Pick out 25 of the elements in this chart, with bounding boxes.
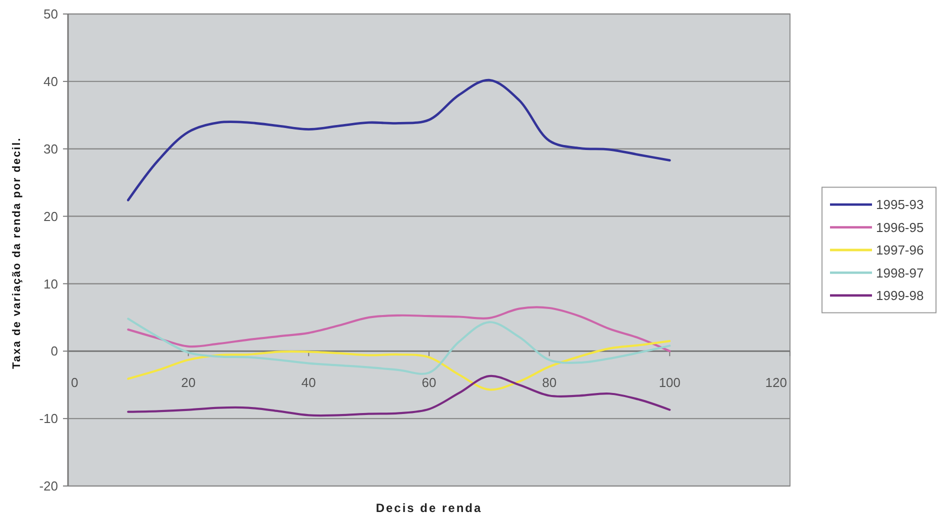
y-tick-label: 50 xyxy=(44,6,58,22)
legend-label: 1998-97 xyxy=(876,265,924,280)
legend-label: 1995-93 xyxy=(876,197,924,212)
y-tick-label: 20 xyxy=(44,208,58,224)
legend-label: 1997-96 xyxy=(876,242,924,258)
x-tick-label: 0 xyxy=(71,375,78,390)
line-series xyxy=(127,306,671,352)
x-tick-label: 40 xyxy=(301,375,316,390)
y-tick-label: 30 xyxy=(44,141,58,156)
legend-label: 1996-95 xyxy=(876,220,924,235)
y-tick-label: 10 xyxy=(44,276,58,292)
y-tick-label: 0 xyxy=(50,344,58,359)
x-tick-label: 120 xyxy=(765,375,787,390)
line-series xyxy=(126,78,671,202)
x-tick-label: 80 xyxy=(542,375,557,390)
y-tick-label: 40 xyxy=(44,74,58,89)
x-axis-title: Decis de renda xyxy=(376,501,482,515)
x-tick-label: 60 xyxy=(422,375,436,390)
y-axis-title: Taxa de variação da renda por decil. xyxy=(11,137,23,369)
x-tick-label: 100 xyxy=(658,375,681,390)
x-tick-label: 20 xyxy=(181,375,196,390)
y-tick-label: -10 xyxy=(39,411,58,426)
line-series xyxy=(127,318,671,375)
legend-label: 1999-98 xyxy=(876,288,924,303)
y-tick-label: -20 xyxy=(39,478,58,494)
